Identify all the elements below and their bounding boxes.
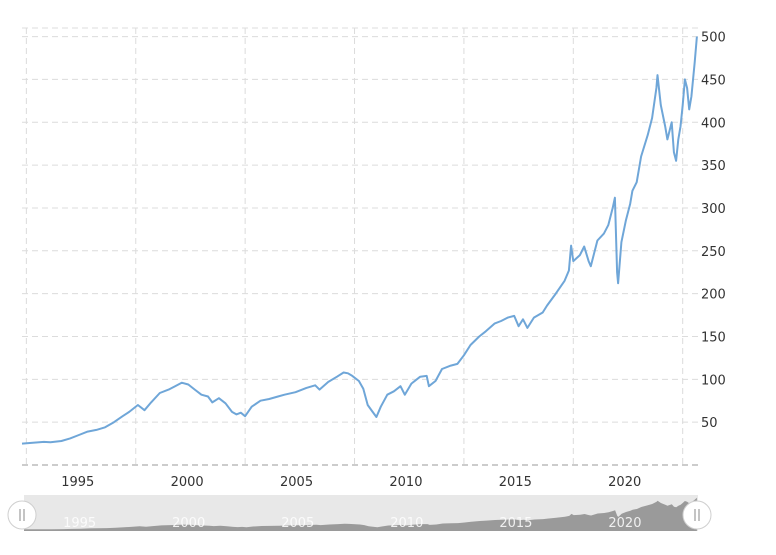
navigator-area bbox=[24, 497, 697, 531]
grid bbox=[22, 27, 698, 465]
x-tick-label-1995: 1995 bbox=[61, 475, 94, 490]
x-tick-label-2000: 2000 bbox=[171, 475, 204, 490]
navigator-left-handle[interactable] bbox=[7, 500, 37, 530]
y-tick-label-350: 350 bbox=[701, 159, 726, 174]
navigator-label-2020: 2020 bbox=[608, 516, 641, 531]
x-tick-label-2015: 2015 bbox=[499, 475, 532, 490]
y-tick-label-500: 500 bbox=[701, 31, 726, 46]
navigator-label-1995: 1995 bbox=[63, 516, 96, 531]
navigator[interactable]: 1995 2000 2005 2010 2015 2020 bbox=[7, 495, 712, 531]
x-tick-label-2005: 2005 bbox=[280, 475, 313, 490]
y-tick-label-100: 100 bbox=[701, 373, 726, 388]
y-tick-label-200: 200 bbox=[701, 288, 726, 303]
y-tick-label-450: 450 bbox=[701, 73, 726, 88]
x-tick-label-2010: 2010 bbox=[389, 475, 422, 490]
navigator-labels: 1995 2000 2005 2010 2015 2020 bbox=[63, 516, 641, 531]
y-tick-label-50: 50 bbox=[701, 416, 718, 431]
x-tick-label-2020: 2020 bbox=[608, 475, 641, 490]
y-tick-label-300: 300 bbox=[701, 202, 726, 217]
navigator-label-2010: 2010 bbox=[390, 516, 423, 531]
y-tick-label-150: 150 bbox=[701, 330, 726, 345]
navigator-right-handle[interactable] bbox=[682, 500, 712, 530]
y-tick-label-250: 250 bbox=[701, 245, 726, 260]
navigator-label-2005: 2005 bbox=[281, 516, 314, 531]
price-line bbox=[21, 36, 698, 445]
navigator-label-2015: 2015 bbox=[499, 516, 532, 531]
y-tick-label-400: 400 bbox=[701, 116, 726, 131]
x-axis: 1995 2000 2005 2010 2015 2020 bbox=[22, 464, 698, 490]
navigator-label-2000: 2000 bbox=[172, 516, 205, 531]
y-axis: 50 100 150 200 250 300 350 400 450 500 bbox=[701, 31, 726, 432]
